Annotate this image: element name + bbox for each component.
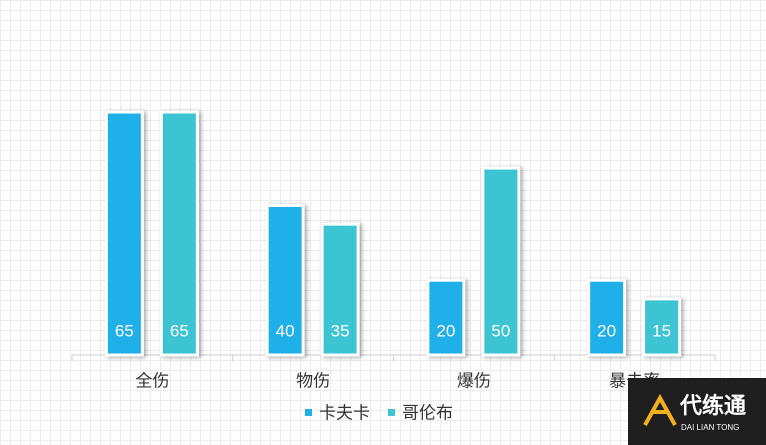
watermark: 代练通 DAI LIAN TONG	[628, 378, 766, 445]
value-label: 15	[652, 321, 671, 340]
bar	[159, 110, 199, 357]
value-label: 40	[276, 321, 295, 340]
legend-label: 卡夫卡	[319, 403, 370, 422]
value-label: 20	[436, 321, 455, 340]
bar	[642, 297, 682, 357]
legend-swatch	[305, 409, 312, 416]
value-label: 20	[597, 321, 616, 340]
x-tick-label: 全伤	[135, 371, 169, 390]
bar	[587, 278, 627, 357]
watermark-title: 代练通	[679, 393, 746, 418]
bar	[265, 203, 305, 357]
bar	[104, 110, 144, 357]
watermark-logo	[643, 393, 677, 426]
bar	[481, 166, 521, 357]
value-label: 50	[491, 321, 510, 340]
bar	[320, 222, 360, 357]
legend-swatch	[388, 409, 395, 416]
value-label: 35	[331, 321, 350, 340]
x-tick-label: 物伤	[296, 371, 330, 390]
value-label: 65	[115, 321, 134, 340]
bar	[426, 278, 466, 357]
x-tick-label: 爆伤	[457, 371, 491, 390]
value-label: 65	[170, 321, 189, 340]
watermark-subtitle: DAI LIAN TONG	[681, 423, 739, 432]
legend-label: 哥伦布	[402, 403, 453, 422]
